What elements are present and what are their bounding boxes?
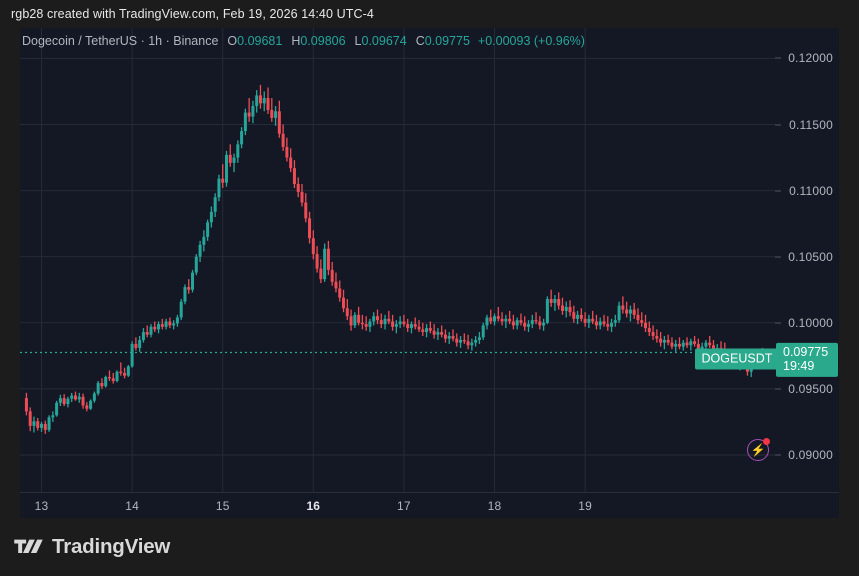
chart-gridlines: [20, 28, 775, 492]
price-axis-tick: 0.11000: [789, 183, 833, 198]
attribution-text: rgb28 created with TradingView.com, Feb …: [11, 7, 374, 21]
legend-high-label: H: [291, 34, 301, 48]
current-price-time: 19:49: [783, 359, 815, 374]
price-axis-tick: 0.09000: [788, 447, 833, 462]
price-axis-tick: 0.12000: [788, 51, 833, 66]
price-axis-tick: 0.10500: [788, 249, 833, 264]
current-price-line: [20, 351, 775, 354]
legend-low-value: 0.09674: [361, 34, 407, 48]
current-price-tag: 0.09775 19:49: [776, 342, 838, 377]
symbol-tag-text: DOGEUSDT: [701, 351, 773, 366]
price-axis-tick: 0.10000: [788, 315, 833, 330]
price-axis-tick-mark: [775, 190, 781, 192]
time-axis-tick: 18: [487, 499, 502, 513]
legend-symbol: Dogecoin / TetherUS · 1h · Binance: [22, 34, 219, 48]
tradingview-logo-icon: [14, 538, 43, 557]
price-axis-tick: 0.11500: [789, 117, 833, 132]
time-axis-tick: 19: [578, 499, 592, 513]
time-axis-tick: 14: [125, 499, 139, 513]
legend-low-label: L: [354, 34, 362, 48]
time-axis-tick: 16: [306, 499, 321, 513]
price-axis-tick-mark: [775, 124, 781, 125]
price-axis-tick-mark: [775, 57, 781, 59]
chart-pane: Dogecoin / TetherUS · 1h · Binance O 0.09…: [20, 28, 839, 518]
symbol-price-label[interactable]: DOGEUSDT: [694, 348, 780, 370]
time-axis[interactable]: 13 14 15 16 17 18 19: [20, 492, 839, 518]
alert-notification-dot: [763, 438, 770, 445]
price-axis-tick-mark: [775, 322, 781, 324]
plot-area[interactable]: [20, 28, 775, 492]
legend-open-label: O: [227, 34, 238, 48]
attribution-bar: rgb28 created with TradingView.com, Feb …: [0, 0, 859, 28]
current-price-value: 0.09775: [783, 344, 829, 359]
legend-open-value: 0.09681: [237, 34, 283, 48]
time-axis-tick: 17: [397, 499, 411, 513]
price-axis-tick-mark: [775, 454, 781, 456]
legend-high-value: 0.09806: [300, 34, 346, 48]
time-axis-tick: 13: [34, 499, 49, 513]
tradingview-wordmark: TradingView: [52, 535, 171, 558]
lightning-bolt-glyph: ⚡: [750, 443, 766, 457]
time-axis-tick: 15: [215, 499, 230, 513]
footer-branding: TradingView: [0, 518, 859, 576]
legend-change: +0.00093 (+0.96%): [477, 34, 585, 48]
alert-bolt-icon[interactable]: ⚡: [747, 438, 770, 461]
price-axis-tick: 0.09500: [788, 381, 833, 396]
chart-legend[interactable]: Dogecoin / TetherUS · 1h · Binance O 0.09…: [20, 31, 585, 51]
legend-close-value: 0.09775: [424, 34, 470, 48]
legend-close-label: C: [415, 34, 425, 48]
price-axis-tick-mark: [775, 256, 781, 258]
price-axis[interactable]: 0.09775 19:49 0.12000 0.11500 0.11000 0.105…: [775, 28, 839, 492]
price-axis-tick-mark: [775, 388, 781, 390]
